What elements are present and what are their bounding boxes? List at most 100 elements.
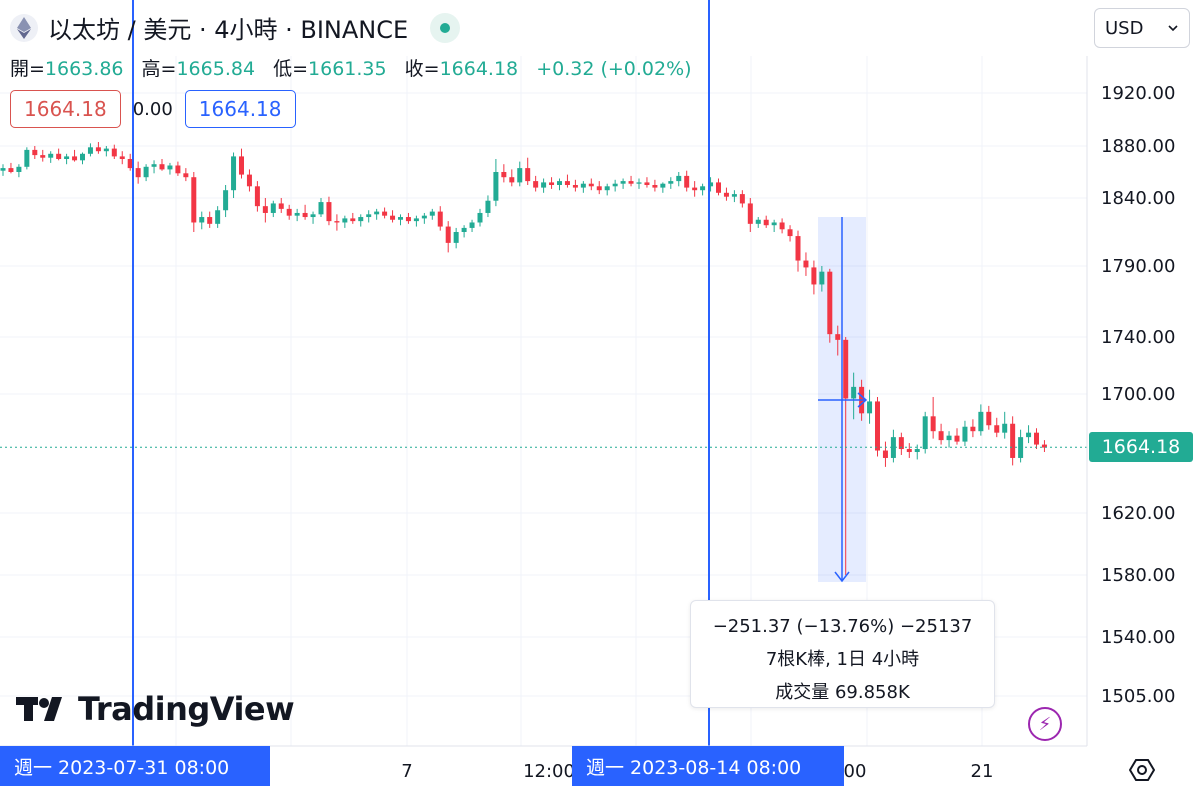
candle — [1041, 440, 1047, 453]
candle — [334, 214, 340, 231]
price-axis-label: 1880.00 — [1101, 136, 1175, 157]
tradingview-logo[interactable]: TradingView — [16, 690, 295, 728]
candle — [588, 178, 594, 191]
candle — [779, 218, 785, 234]
candle-body — [342, 218, 348, 223]
candle — [723, 187, 729, 201]
candle — [692, 181, 698, 197]
candle-body — [167, 165, 173, 170]
candle — [374, 208, 380, 220]
candle-body — [779, 222, 785, 230]
candle — [898, 432, 904, 455]
settings-gear-icon[interactable] — [1128, 756, 1156, 784]
candle — [549, 177, 555, 189]
high-value: 1665.84 — [176, 58, 256, 80]
candle — [429, 208, 435, 220]
candle — [111, 144, 117, 159]
price-axis-label: 1580.00 — [1101, 565, 1175, 586]
candle — [302, 204, 308, 220]
candle — [771, 219, 777, 232]
candle-body — [882, 450, 888, 458]
time-axis-label: 7 — [401, 761, 412, 782]
candle — [215, 206, 221, 228]
candle — [151, 160, 157, 174]
candle — [660, 182, 666, 193]
candle — [803, 252, 809, 276]
open-label: 開= — [10, 58, 45, 80]
market-open-status-icon[interactable] — [430, 12, 461, 43]
candle-body — [978, 411, 984, 432]
candle — [366, 210, 372, 223]
candle — [700, 183, 706, 196]
candle-body — [898, 437, 904, 450]
candle — [541, 178, 547, 193]
candle-body — [636, 182, 642, 184]
candle — [461, 225, 467, 238]
candle-body — [835, 334, 841, 340]
candle — [286, 204, 292, 220]
symbol-title[interactable]: 以太坊 / 美元 · 4小時 · BINANCE — [48, 16, 409, 44]
candle — [231, 152, 237, 198]
buy-button[interactable]: 1664.18 — [184, 90, 296, 128]
candle — [493, 159, 499, 207]
candle-body — [390, 215, 396, 220]
candle-body — [938, 431, 944, 441]
candle-body — [549, 182, 555, 185]
candle-body — [644, 182, 650, 185]
candle — [485, 195, 491, 218]
candle — [437, 206, 443, 231]
candle — [716, 178, 721, 196]
price-axis-label: 1840.00 — [1101, 188, 1175, 209]
candle-body — [199, 217, 205, 223]
candle-body — [668, 181, 674, 184]
candle — [254, 181, 260, 212]
candle — [938, 423, 944, 445]
candle — [827, 268, 833, 343]
time-axis-label: 00 — [844, 761, 867, 782]
candle — [64, 153, 70, 165]
candle — [747, 198, 753, 232]
candle-body — [684, 175, 690, 188]
measure-bars: 7根K棒, 1日 4小時 — [765, 649, 920, 670]
lightning-icon[interactable]: ⚡ — [1028, 707, 1062, 741]
measure-down-arrowhead — [834, 571, 850, 583]
brand-text: TradingView — [78, 690, 295, 728]
candle — [739, 190, 745, 208]
candle — [580, 181, 586, 193]
candle-body — [755, 219, 761, 224]
open-value: 1663.86 — [44, 58, 124, 80]
candle-body — [350, 218, 356, 222]
candle-body — [652, 185, 658, 188]
currency-select[interactable]: USD — [1094, 8, 1190, 48]
candle — [477, 208, 483, 227]
candle-body — [398, 217, 403, 220]
candle — [668, 177, 674, 189]
measure-volume: 成交量 69.858K — [775, 682, 910, 703]
candle-body — [557, 181, 562, 185]
candle — [342, 215, 348, 228]
candle-body — [541, 182, 547, 188]
candle-body — [87, 147, 93, 154]
candle-body — [739, 194, 745, 204]
candle — [1002, 411, 1008, 439]
candle — [525, 157, 531, 185]
price-axis-label: 1505.00 — [1101, 686, 1175, 707]
candle — [612, 179, 618, 192]
candle-body — [604, 186, 610, 191]
low-label: 低= — [273, 58, 309, 80]
candle — [970, 419, 976, 438]
time-axis-labels[interactable]: 7 12:00 00 21 — [401, 761, 993, 782]
candle — [16, 164, 22, 178]
candle — [628, 175, 634, 187]
candle — [851, 372, 857, 420]
candle-body — [32, 149, 38, 156]
candle-body — [40, 155, 46, 158]
price-axis-labels[interactable]: 1920.00 1880.00 1840.00 1790.00 1740.00 1700.… — [1101, 83, 1175, 707]
candle — [119, 151, 125, 165]
chart-header: 以太坊 / 美元 · 4小時 · BINANCE — [10, 10, 461, 45]
candle — [557, 178, 562, 191]
candle-body — [103, 148, 109, 152]
candle — [382, 207, 388, 219]
candle — [207, 211, 213, 228]
sell-button[interactable]: 1664.18 — [10, 90, 121, 128]
